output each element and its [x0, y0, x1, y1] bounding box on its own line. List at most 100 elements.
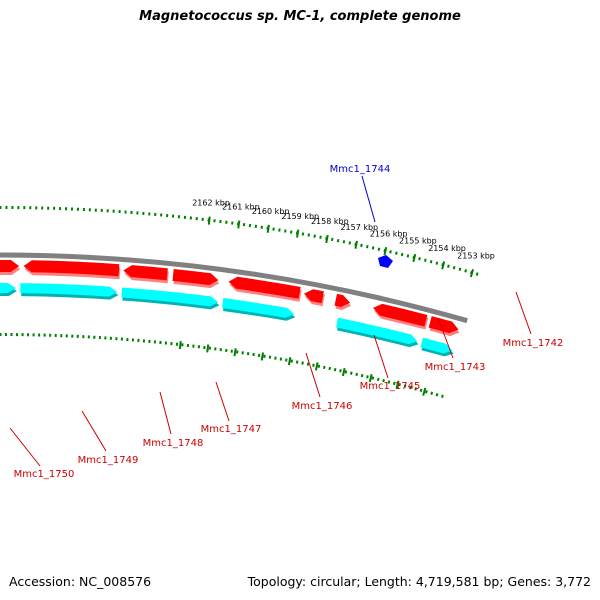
gene-label[interactable]: Mmc1_1746 — [292, 401, 353, 412]
inner-major-tick — [206, 344, 210, 353]
inner-minor-tick — [344, 370, 348, 374]
outer-minor-tick — [418, 257, 421, 261]
inner-major-tick — [178, 341, 182, 350]
outer-minor-tick — [301, 232, 305, 236]
gene-label-line — [159, 391, 172, 435]
forward-gene[interactable] — [172, 268, 219, 286]
reverse-gene[interactable] — [121, 287, 219, 307]
outer-minor-tick — [330, 237, 334, 242]
inner-minor-tick — [306, 362, 310, 366]
inner-minor-tick — [371, 376, 375, 380]
kbp-label: 2157 kbp — [340, 223, 378, 232]
inner-minor-tick — [279, 357, 283, 361]
inner-minor-tick — [366, 375, 369, 379]
genome-backbone — [0, 252, 468, 324]
inner-minor-tick — [376, 377, 380, 382]
forward-gene[interactable] — [303, 289, 324, 304]
gene-label[interactable]: Mmc1_1744 — [330, 164, 391, 175]
inner-minor-tick — [440, 394, 444, 398]
inner-minor-tick — [355, 372, 359, 377]
outer-minor-tick — [342, 240, 346, 244]
reverse-gene[interactable] — [20, 283, 118, 297]
gene-label[interactable]: Mmc1_1748 — [143, 438, 204, 449]
inner-minor-tick — [414, 387, 418, 391]
outer-major-tick — [354, 240, 359, 249]
outer-minor-tick — [423, 258, 427, 262]
reverse-gene[interactable] — [420, 337, 453, 354]
kbp-label: 2155 kbp — [399, 236, 437, 245]
outer-minor-tick — [307, 233, 311, 237]
inner-major-tick — [314, 362, 319, 371]
inner-minor-tick — [350, 371, 353, 375]
gene-label[interactable]: Mmc1_1747 — [201, 424, 262, 435]
inner-minor-tick — [339, 369, 342, 373]
inner-minor-tick — [268, 355, 272, 359]
outer-major-tick — [296, 229, 300, 238]
inner-minor-tick — [435, 393, 439, 397]
gene-label[interactable]: Mmc1_1749 — [78, 455, 139, 466]
outer-major-tick — [237, 220, 241, 229]
forward-gene[interactable] — [228, 276, 301, 299]
inner-minor-tick — [285, 358, 288, 362]
kbp-label: 2156 kbp — [370, 230, 408, 239]
outer-minor-tick — [360, 243, 363, 248]
inner-minor-tick — [398, 383, 402, 387]
gene-label[interactable]: Mmc1_1750 — [14, 469, 75, 480]
outer-minor-tick — [336, 238, 340, 243]
highlight-gene[interactable] — [378, 255, 393, 268]
gene-features — [0, 255, 460, 357]
inner-minor-tick — [290, 359, 293, 363]
outer-minor-tick — [464, 269, 468, 273]
outer-major-tick — [383, 247, 388, 256]
inner-major-tick — [341, 367, 346, 377]
gene-label-line — [437, 317, 454, 359]
outer-minor-tick — [365, 244, 369, 249]
gene-label-line — [515, 291, 532, 335]
inner-major-tick — [260, 352, 265, 361]
reverse-gene[interactable] — [0, 283, 16, 294]
gene-label[interactable]: Mmc1_1745 — [360, 381, 421, 392]
outer-major-tick — [469, 269, 475, 278]
inner-minor-tick — [328, 366, 331, 371]
outer-tick-ring — [0, 205, 479, 278]
inner-major-tick — [287, 357, 292, 366]
outer-major-tick — [207, 216, 211, 225]
gene-label-line — [373, 334, 389, 379]
reverse-gene[interactable] — [336, 317, 418, 345]
forward-gene[interactable] — [428, 316, 459, 334]
forward-gene[interactable] — [23, 260, 120, 277]
gene-label[interactable]: Mmc1_1743 — [425, 362, 486, 373]
forward-gene[interactable] — [123, 265, 168, 281]
outer-minor-tick — [348, 241, 352, 245]
gene-label-line — [305, 352, 321, 398]
kbp-label: 2161 kbp — [222, 203, 260, 212]
gene-label-lines — [9, 175, 532, 467]
outer-major-tick — [441, 261, 446, 270]
inner-minor-tick — [409, 385, 412, 390]
outer-minor-tick — [429, 259, 433, 264]
inner-minor-tick — [333, 367, 337, 372]
kbp-label: 2159 kbp — [281, 212, 319, 221]
outer-minor-tick — [452, 266, 456, 270]
inner-minor-tick — [317, 364, 321, 368]
reverse-gene[interactable] — [222, 298, 295, 318]
outer-minor-tick — [475, 272, 479, 276]
gene-label[interactable]: Mmc1_1742 — [503, 338, 564, 349]
outer-minor-tick — [389, 250, 392, 254]
inner-minor-tick — [295, 360, 299, 364]
forward-gene[interactable] — [334, 293, 351, 307]
inner-major-tick — [422, 387, 427, 396]
outer-minor-tick — [377, 247, 381, 251]
forward-gene[interactable] — [0, 260, 20, 273]
gene-label-line — [9, 427, 41, 467]
forward-gene[interactable] — [373, 303, 428, 327]
inner-major-tick — [368, 373, 373, 383]
inner-minor-tick — [301, 361, 304, 365]
inner-minor-tick — [382, 379, 385, 383]
inner-minor-tick — [392, 381, 396, 386]
outer-minor-tick — [447, 264, 450, 268]
outer-minor-tick — [395, 251, 398, 255]
inner-minor-tick — [360, 373, 364, 378]
inner-major-tick — [395, 380, 400, 389]
